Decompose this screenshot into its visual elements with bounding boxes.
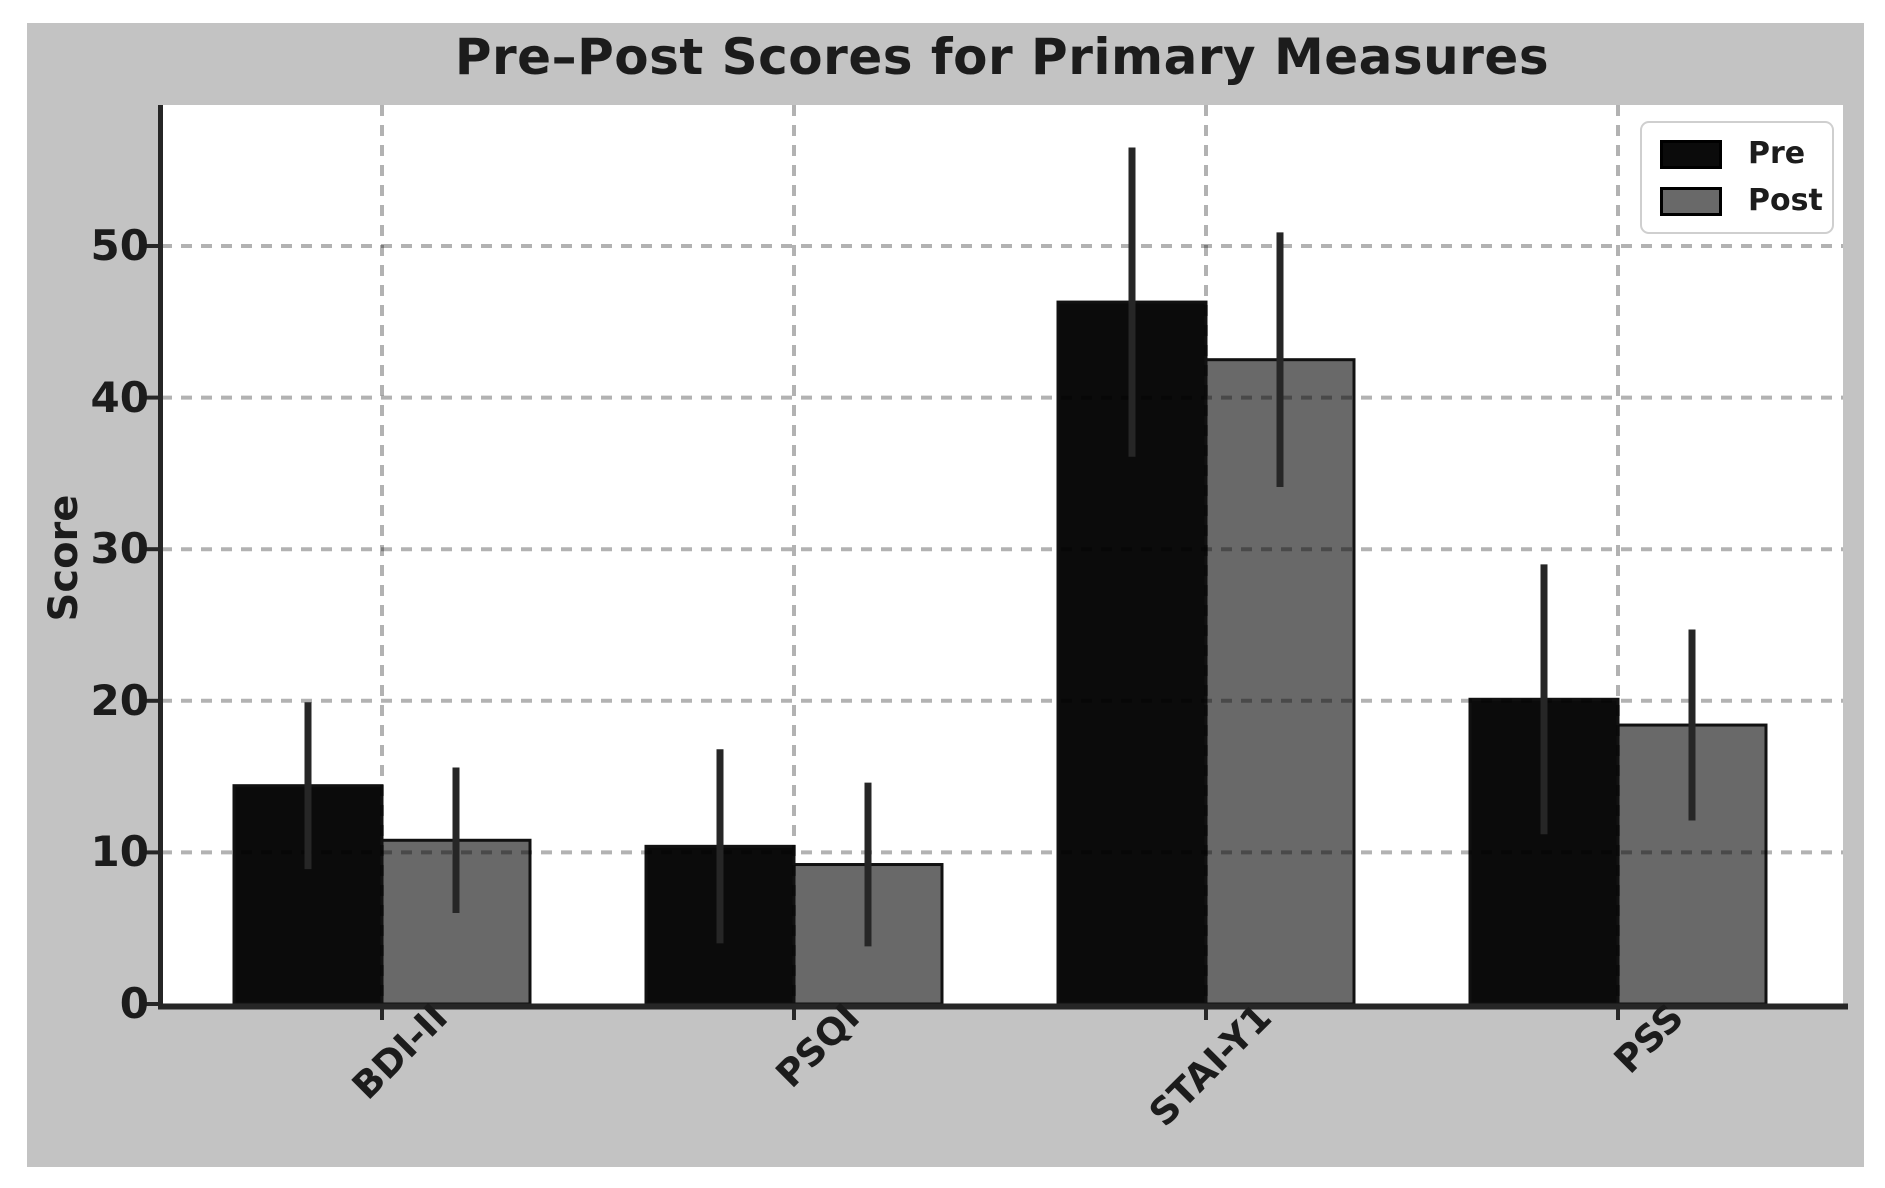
y-tick-label-10: 10 bbox=[90, 827, 149, 877]
x-tick-label-BDI-II: BDI-II bbox=[343, 995, 456, 1108]
plot-area bbox=[145, 105, 1848, 1020]
chart-title: Pre–Post Scores for Primary Measures bbox=[454, 28, 1550, 86]
x-tickmark-STAI-Y1 bbox=[1204, 1009, 1208, 1020]
x-tickmark-BDI-II bbox=[380, 1009, 384, 1020]
x-tick-label-PSS: PSS bbox=[1605, 995, 1692, 1082]
y-tick-label-30: 30 bbox=[90, 524, 149, 574]
x-tick-label-STAI-Y1: STAI-Y1 bbox=[1140, 995, 1280, 1135]
figure-background: Pre–Post Scores for Primary Measures Sco… bbox=[27, 23, 1864, 1167]
x-axis-spine bbox=[158, 1003, 1848, 1010]
legend-label-pre: Pre bbox=[1748, 136, 1806, 171]
legend-item-post: Post bbox=[1660, 185, 1823, 217]
y-tick-label-50: 50 bbox=[90, 220, 149, 270]
y-tick-label-0: 0 bbox=[119, 979, 149, 1028]
y-tickmark-30 bbox=[145, 547, 158, 552]
y-tickmark-10 bbox=[145, 850, 158, 855]
y-tickmark-50 bbox=[145, 243, 158, 248]
x-tickmark-PSQI bbox=[792, 1009, 796, 1020]
legend-item-pre: Pre bbox=[1660, 138, 1814, 170]
legend-swatch-pre bbox=[1660, 139, 1722, 169]
y-tickmark-20 bbox=[145, 698, 158, 703]
y-tick-label-40: 40 bbox=[90, 372, 149, 422]
x-tickmark-PSS bbox=[1616, 1009, 1620, 1020]
y-tickmark-0 bbox=[145, 1002, 158, 1006]
legend: Pre Post bbox=[1640, 121, 1834, 234]
chart-canvas bbox=[145, 105, 1848, 1020]
y-tickmark-40 bbox=[145, 395, 158, 400]
legend-label-post: Post bbox=[1748, 183, 1823, 218]
y-tick-label-20: 20 bbox=[90, 675, 149, 725]
x-tick-label-PSQI: PSQI bbox=[767, 995, 868, 1096]
legend-swatch-post bbox=[1660, 186, 1722, 216]
y-axis-spine bbox=[158, 105, 163, 1009]
